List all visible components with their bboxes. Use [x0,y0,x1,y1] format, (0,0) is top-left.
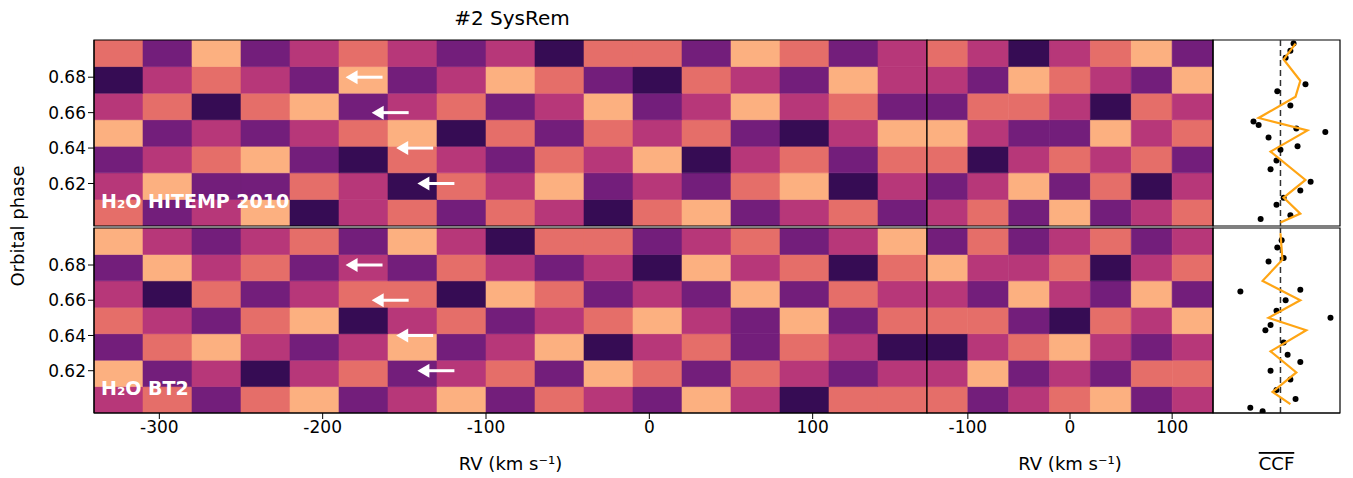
svg-text:0: 0 [644,417,655,437]
svg-text:0.64: 0.64 [48,138,86,158]
svg-text:CCF: CCF [1259,453,1295,474]
svg-text:RV (km s⁻¹): RV (km s⁻¹) [1018,453,1121,474]
html-text:H₂O BT2: H₂O BT2 [101,377,189,399]
svg-text:-100: -100 [949,417,988,437]
svg-text:0.62: 0.62 [48,361,86,381]
svg-text:Orbital phase: Orbital phase [7,165,28,286]
svg-text:0.68: 0.68 [48,67,86,87]
svg-text:0.66: 0.66 [48,103,86,123]
html-text:#2 SysRem: #2 SysRem [454,6,570,30]
svg-text:-300: -300 [140,417,179,437]
html-text:H₂O HITEMP 2010: H₂O HITEMP 2010 [101,190,290,212]
svg-text:0.62: 0.62 [48,174,86,194]
svg-text:100: 100 [796,417,828,437]
svg-text:100: 100 [1156,417,1188,437]
svg-text:0.68: 0.68 [48,255,86,275]
svg-text:0.66: 0.66 [48,290,86,310]
svg-text:0: 0 [1065,417,1076,437]
svg-text:-200: -200 [303,417,342,437]
svg-text:-100: -100 [467,417,506,437]
svg-text:0.64: 0.64 [48,326,86,346]
svg-text:RV (km s⁻¹): RV (km s⁻¹) [459,453,562,474]
